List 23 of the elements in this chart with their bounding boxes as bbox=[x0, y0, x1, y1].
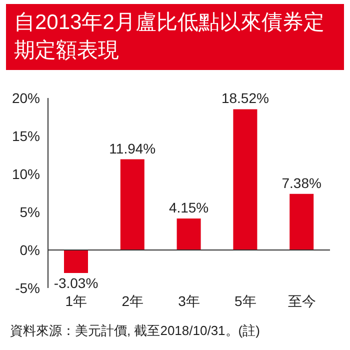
bar bbox=[64, 250, 88, 274]
bar bbox=[290, 194, 314, 250]
y-tick-label: 20% bbox=[12, 90, 40, 106]
x-tick-label: 至今 bbox=[288, 292, 316, 309]
data-label: 11.94% bbox=[109, 140, 156, 156]
y-tick-label: 15% bbox=[12, 128, 40, 144]
x-tick-label: 2年 bbox=[122, 292, 144, 309]
y-tick-label: 0% bbox=[20, 242, 40, 258]
source-note: 資料來源：美元計價, 截至2018/10/31。(註) bbox=[10, 322, 260, 340]
x-tick-label: 3年 bbox=[178, 292, 200, 309]
x-tick-label: 5年 bbox=[234, 292, 256, 309]
y-tick-label: -5% bbox=[15, 280, 40, 296]
data-label: -3.03% bbox=[54, 275, 98, 292]
bar bbox=[176, 218, 201, 250]
x-tick-label: 1年 bbox=[65, 292, 88, 309]
y-tick-label: 10% bbox=[12, 166, 40, 182]
y-tick-label: 5% bbox=[20, 204, 40, 220]
bar bbox=[233, 109, 258, 250]
data-label: 7.38% bbox=[282, 174, 322, 191]
bar bbox=[120, 159, 144, 250]
data-label: 18.52% bbox=[221, 90, 269, 106]
data-label: 4.15% bbox=[168, 199, 209, 216]
chart-title: 自2013年2月盧比低點以來債券定期定額表現 bbox=[6, 4, 344, 70]
